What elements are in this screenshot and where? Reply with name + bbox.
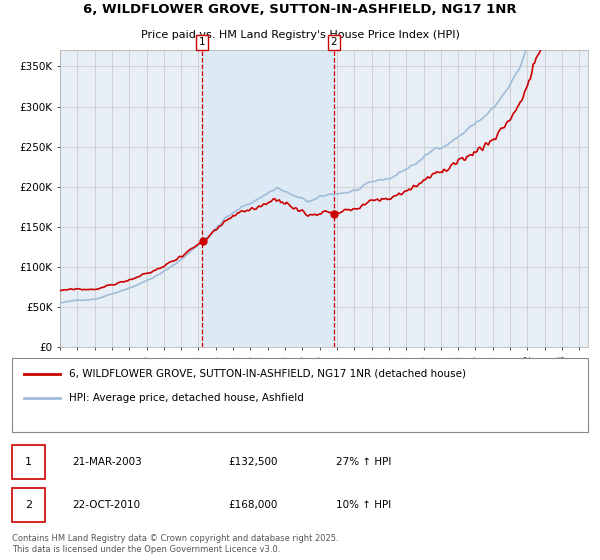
Text: 10% ↑ HPI: 10% ↑ HPI — [336, 500, 391, 510]
Text: 27% ↑ HPI: 27% ↑ HPI — [336, 457, 391, 467]
Text: 2: 2 — [25, 500, 32, 510]
Text: HPI: Average price, detached house, Ashfield: HPI: Average price, detached house, Ashf… — [69, 393, 304, 403]
FancyBboxPatch shape — [12, 445, 45, 479]
FancyBboxPatch shape — [12, 358, 588, 432]
Text: Contains HM Land Registry data © Crown copyright and database right 2025.
This d: Contains HM Land Registry data © Crown c… — [12, 534, 338, 554]
Text: £132,500: £132,500 — [228, 457, 277, 467]
FancyBboxPatch shape — [12, 488, 45, 522]
Text: Price paid vs. HM Land Registry's House Price Index (HPI): Price paid vs. HM Land Registry's House … — [140, 30, 460, 40]
Text: 22-OCT-2010: 22-OCT-2010 — [72, 500, 140, 510]
Text: 6, WILDFLOWER GROVE, SUTTON-IN-ASHFIELD, NG17 1NR (detached house): 6, WILDFLOWER GROVE, SUTTON-IN-ASHFIELD,… — [69, 369, 466, 379]
Text: 21-MAR-2003: 21-MAR-2003 — [72, 457, 142, 467]
Text: 2: 2 — [331, 38, 337, 48]
Text: £168,000: £168,000 — [228, 500, 277, 510]
Text: 1: 1 — [25, 457, 32, 467]
Text: 6, WILDFLOWER GROVE, SUTTON-IN-ASHFIELD, NG17 1NR: 6, WILDFLOWER GROVE, SUTTON-IN-ASHFIELD,… — [83, 2, 517, 16]
Text: 1: 1 — [199, 38, 206, 48]
Bar — [202, 50, 334, 347]
